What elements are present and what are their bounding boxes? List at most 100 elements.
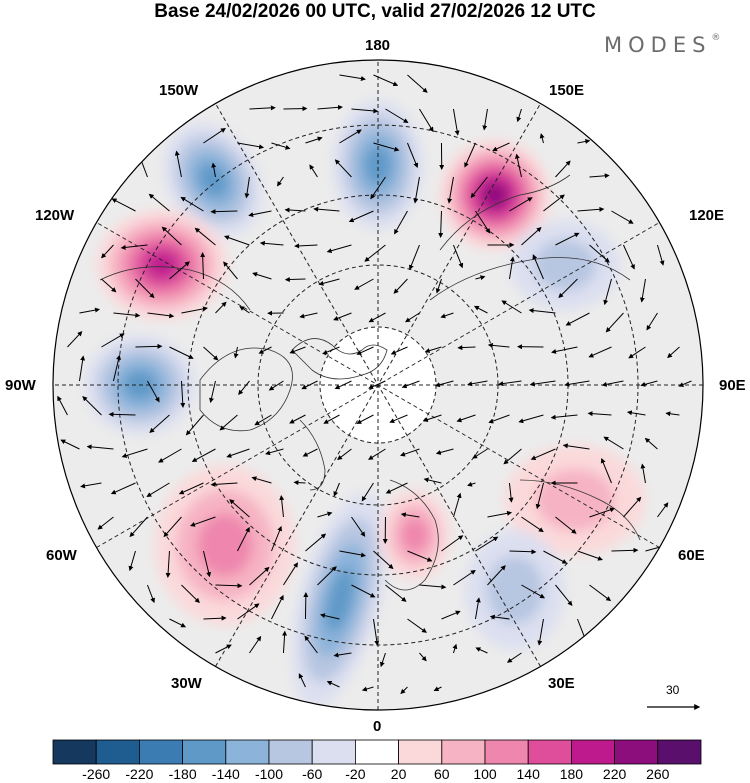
wind-vector-269	[361, 686, 374, 692]
wind-vector-74	[223, 261, 238, 280]
colorbar	[52, 739, 702, 765]
colorbar-swatch-8	[398, 739, 443, 765]
wind-vector-158	[550, 414, 578, 420]
wind-vector-16	[339, 129, 362, 144]
wind-vector-148	[219, 414, 238, 431]
wind-vector-14	[271, 142, 291, 150]
wind-vector-49	[509, 197, 533, 212]
colorbar-label-0: -260	[82, 766, 111, 782]
wind-vector-145	[108, 411, 136, 417]
wind-vector-130	[268, 380, 284, 391]
registered-mark: ®	[711, 33, 721, 43]
wind-vector-160	[626, 410, 646, 416]
wind-vector-29	[309, 164, 318, 178]
wind-vector-188	[361, 482, 374, 502]
wind-vector-104	[646, 312, 658, 331]
wind-vector-192	[508, 482, 514, 503]
wind-vector-199	[163, 516, 182, 538]
wind-vector-35	[514, 153, 522, 178]
anomaly-high-60w-level-2	[197, 513, 253, 577]
wind-vector-25	[174, 150, 182, 178]
wind-vector-39	[148, 193, 170, 212]
wind-vector-197	[97, 516, 114, 530]
wind-vector-159	[587, 411, 612, 417]
wind-vector-149	[254, 414, 272, 426]
wind-vector-221	[373, 550, 394, 570]
wind-vector-209	[521, 516, 544, 533]
anomaly-high-60e-level-1	[535, 468, 615, 532]
colorbar-swatch-14	[657, 739, 702, 765]
wind-vector-167	[226, 448, 250, 458]
wind-vector-267	[298, 673, 306, 688]
wind-vector-10	[482, 108, 488, 131]
wind-vector-96	[368, 312, 386, 323]
wind-vector-266	[506, 652, 522, 663]
anomaly-low-150w-level-3	[198, 162, 228, 198]
colorbar-swatch-4	[225, 739, 270, 765]
wind-vector-47	[438, 210, 444, 238]
wind-vector-236	[351, 584, 376, 598]
colorbar-label-9: 100	[473, 766, 497, 782]
lon-label-150w: 150W	[159, 82, 199, 99]
wind-vector-122	[628, 346, 646, 359]
colorbar-label-3: -140	[211, 766, 240, 782]
wind-vector-28	[276, 176, 284, 187]
wind-vector-3	[249, 105, 276, 111]
wind-vector-234	[283, 562, 298, 586]
wind-vector-220	[339, 550, 367, 558]
wind-vector-260	[304, 635, 318, 654]
wind-vector-171	[368, 448, 386, 460]
lon-label-30e: 30E	[548, 675, 575, 692]
colorbar-label-13: 260	[646, 766, 670, 782]
wind-vector-108	[169, 346, 194, 359]
wind-vector-231	[181, 584, 200, 604]
wind-vector-207	[452, 492, 462, 518]
wind-vector-156	[488, 414, 510, 424]
colorbar-swatch-6	[311, 739, 356, 765]
wind-vector-178	[603, 436, 624, 450]
wind-vector-85	[603, 278, 612, 306]
coast-alaska	[99, 266, 251, 311]
wind-vector-219	[305, 533, 327, 552]
coastlines	[99, 174, 641, 591]
wind-vector-157	[518, 414, 544, 424]
wind-vector-217	[237, 526, 250, 552]
wind-vector-213	[657, 502, 669, 518]
wind-vector-183	[178, 482, 204, 495]
wind-vector-124	[78, 355, 86, 382]
wind-vector-36	[555, 160, 571, 178]
wind-vector-136	[467, 380, 488, 387]
wind-vector-140	[601, 380, 624, 387]
wind-vector-241	[521, 584, 545, 599]
colorbar-label-12: 220	[602, 766, 627, 782]
wind-vector-230	[147, 584, 155, 604]
wind-vector-5	[317, 104, 343, 110]
wind-vector-37	[589, 173, 610, 179]
wind-vector-54	[120, 244, 148, 250]
wind-vector-165	[158, 448, 182, 463]
wind-vector-208	[487, 510, 513, 518]
colorbar-label-2: -180	[168, 766, 197, 782]
wind-vector-135	[434, 380, 454, 388]
wind-vector-18	[407, 142, 419, 168]
wind-vector-8	[419, 108, 434, 133]
wind-vector-50	[543, 194, 565, 212]
wind-vector-166	[191, 448, 216, 462]
wind-vector-146	[149, 414, 170, 433]
wind-vector-106	[101, 333, 125, 348]
wind-vector-251	[407, 618, 427, 633]
wind-vector-138	[529, 380, 556, 387]
lon-label-180: 180	[365, 37, 391, 54]
wind-vector-126	[147, 380, 160, 403]
wind-vector-203	[317, 511, 333, 518]
wind-vector-151	[323, 414, 340, 424]
wind-vector-132	[334, 380, 352, 390]
colorbar-swatch-7	[354, 739, 399, 765]
wind-vector-48	[475, 210, 491, 234]
wind-vector-139	[564, 380, 590, 387]
wind-vector-180	[80, 482, 102, 489]
wind-vector-155	[456, 414, 476, 423]
wind-vector-83	[532, 254, 544, 280]
wind-vector-98	[440, 312, 454, 319]
